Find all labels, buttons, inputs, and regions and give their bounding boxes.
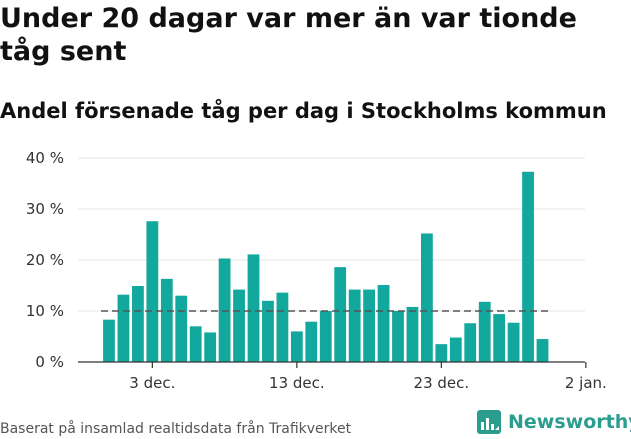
- bar: [522, 171, 534, 362]
- bar: [348, 289, 361, 362]
- bar: [103, 319, 115, 362]
- bar: [464, 323, 477, 362]
- bar: [493, 314, 506, 362]
- bar: [392, 311, 404, 362]
- chart-subtitle: Andel försenade tåg per dag i Stockholms…: [0, 99, 607, 123]
- y-tick-label: 10 %: [26, 302, 64, 320]
- bar: [160, 278, 173, 362]
- bar: [421, 233, 433, 362]
- bar: [276, 292, 289, 362]
- y-tick-label: 0 %: [35, 353, 64, 371]
- brand-logo: Newsworthy: [476, 408, 631, 436]
- bar: [363, 289, 375, 362]
- bar: [406, 306, 419, 362]
- bar: [435, 344, 448, 362]
- bar: [478, 301, 491, 362]
- y-axis-labels: 0 % 10 % 20 % 30 % 40 %: [26, 149, 64, 371]
- bar: [233, 289, 245, 362]
- chart-title: Under 20 dagar var mer än var tionde tåg…: [0, 3, 577, 67]
- x-tick-label: 13 dec.: [269, 374, 325, 392]
- bars: [103, 171, 549, 362]
- newsworthy-logo-icon: [477, 410, 501, 434]
- bar: [449, 337, 462, 362]
- bar: [132, 286, 144, 362]
- y-tick-label: 20 %: [26, 251, 64, 269]
- bar: [175, 295, 188, 362]
- x-tick-label: 2 jan.: [565, 374, 607, 392]
- bar: [319, 311, 332, 362]
- y-tick-label: 40 %: [26, 149, 64, 167]
- bar: [305, 321, 318, 362]
- bar: [189, 326, 202, 362]
- bar: [262, 300, 274, 362]
- brand-name: Newsworthy: [508, 411, 631, 433]
- source-note: Baserat på insamlad realtidsdata från Tr…: [0, 421, 352, 437]
- x-tick-label: 3 dec.: [129, 374, 175, 392]
- bar: [117, 294, 130, 362]
- bar: [146, 221, 159, 362]
- bar: [290, 331, 303, 362]
- bar: [204, 332, 217, 362]
- bar-chart: 0 % 10 % 20 % 30 % 40 % 3 dec. 13 dec. 23 dec.…: [26, 149, 607, 392]
- bar: [536, 339, 549, 362]
- x-tick-label: 23 dec.: [414, 374, 470, 392]
- bar: [507, 322, 520, 362]
- x-axis: 3 dec. 13 dec. 23 dec. 2 jan.: [78, 361, 607, 392]
- bar: [334, 267, 347, 362]
- y-tick-label: 30 %: [26, 200, 64, 218]
- bar: [247, 254, 260, 362]
- bar: [377, 284, 390, 362]
